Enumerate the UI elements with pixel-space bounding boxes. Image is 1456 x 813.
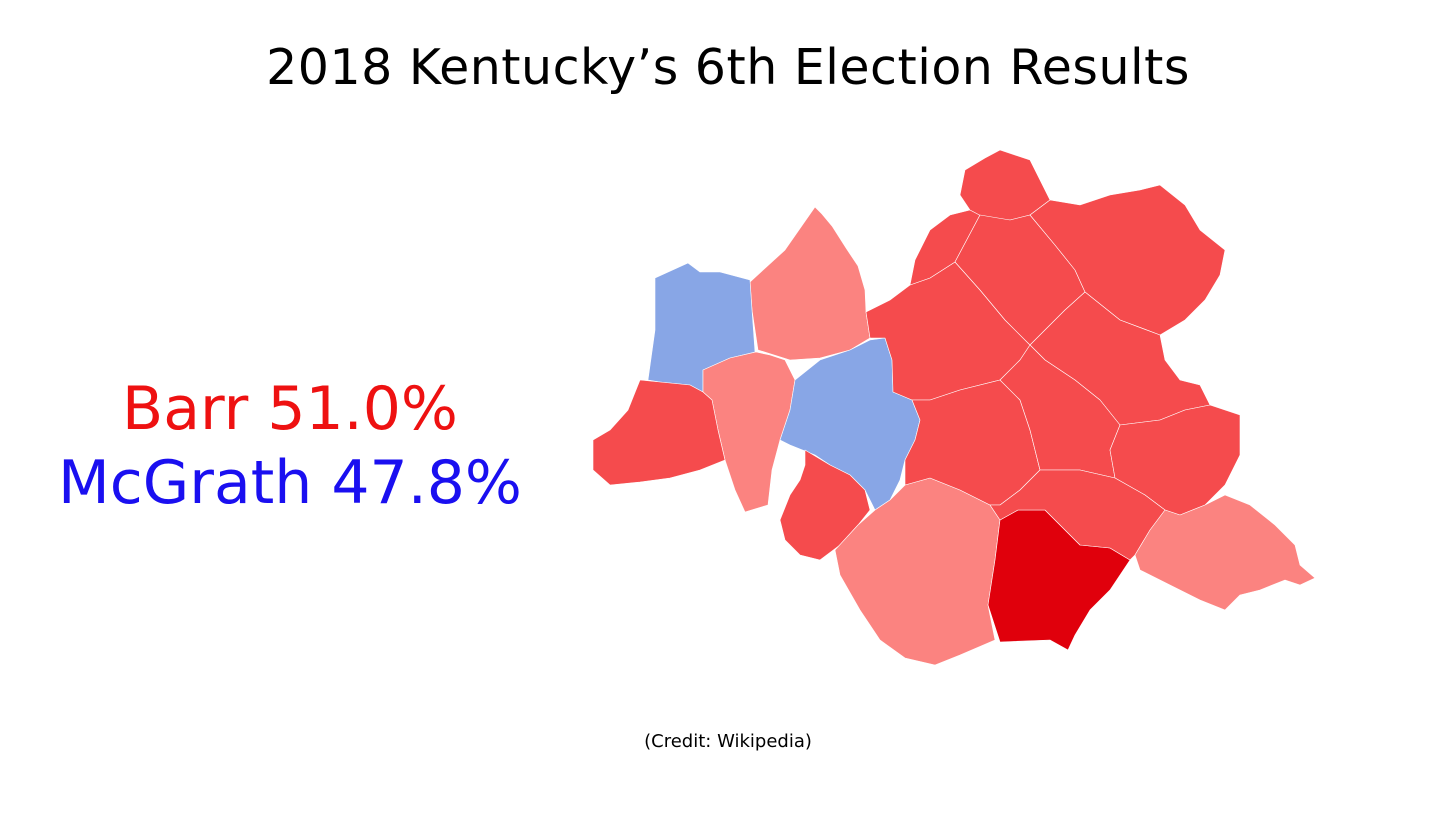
result-mcgrath: McGrath 47.8% <box>58 448 522 518</box>
county-west <box>592 379 726 486</box>
county-far-east <box>1134 494 1316 611</box>
county-fayette <box>779 337 921 511</box>
county-fleming <box>1029 184 1226 336</box>
result-barr: Barr 51.0% <box>122 374 458 444</box>
credit-text: (Credit: Wikipedia) <box>644 731 812 752</box>
results-summary: Barr 51.0% McGrath 47.8% <box>40 372 540 520</box>
page-title: 2018 Kentucky’s 6th Election Results <box>266 39 1190 96</box>
county-jessamine <box>779 449 871 561</box>
county-north-tip <box>959 149 1051 221</box>
county-north-west-light <box>749 206 871 361</box>
county-lee <box>989 469 1166 561</box>
